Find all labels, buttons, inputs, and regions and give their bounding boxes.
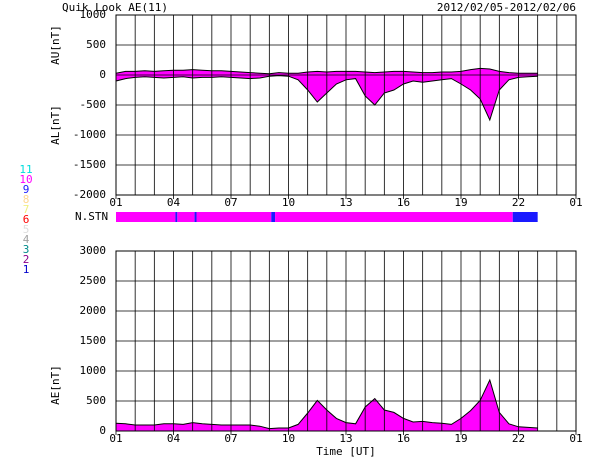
station-legend-entry: 5 [23, 223, 30, 236]
x-tick-label: 07 [224, 432, 237, 445]
station-legend-entry: 2 [23, 253, 30, 266]
y-tick-label: -1500 [73, 158, 106, 171]
y-tick-label: 500 [86, 394, 106, 407]
y-tick-label: -500 [80, 98, 107, 111]
y-tick-label: 1000 [80, 8, 107, 21]
station-segment [116, 212, 176, 222]
x-tick-label: 13 [339, 432, 352, 445]
y-tick-label: 2500 [80, 274, 107, 287]
station-segment [175, 212, 178, 222]
station-legend-entry: 11 [19, 163, 32, 176]
x-tick-label: 07 [224, 196, 237, 209]
station-segment [275, 212, 513, 222]
date-range: 2012/02/05-2012/02/06 [437, 1, 576, 14]
plot-frame [115, 14, 577, 196]
plot-frame [115, 250, 577, 432]
station-legend-entry: 7 [23, 203, 30, 216]
station-legend-entry: 3 [23, 243, 30, 256]
y-axis-label: AE[nT] [49, 365, 62, 405]
x-tick-label: 01 [109, 432, 122, 445]
y-tick-label: 0 [99, 424, 106, 437]
station-legend-entry: 10 [19, 173, 32, 186]
x-tick-label: 13 [339, 196, 352, 209]
area-fill [116, 68, 538, 75]
y-axis-label: AU[nT] [49, 25, 62, 65]
x-tick-label: 04 [167, 196, 181, 209]
x-tick-label: 19 [454, 432, 467, 445]
x-tick-label: 10 [282, 432, 295, 445]
x-axis-label: Time [UT] [316, 445, 376, 458]
station-label: N.STN [75, 210, 108, 223]
station-legend-entry: 8 [23, 193, 30, 206]
station-segment [177, 212, 195, 222]
station-legend-entry: 1 [23, 263, 30, 276]
y-tick-label: 1500 [80, 334, 107, 347]
x-tick-label: 19 [454, 196, 467, 209]
x-tick-label: 10 [282, 196, 295, 209]
station-segment [512, 212, 538, 222]
x-tick-label: 22 [512, 432, 525, 445]
station-segment [196, 212, 272, 222]
y-tick-label: 1000 [80, 364, 107, 377]
y-tick-label: -2000 [73, 188, 106, 201]
x-tick-label: 01 [569, 432, 582, 445]
y-tick-label: 2000 [80, 304, 107, 317]
station-segment [194, 212, 197, 222]
station-legend-entry: 4 [23, 233, 30, 246]
y-tick-label: 3000 [80, 244, 107, 257]
x-tick-label: 01 [109, 196, 122, 209]
y-axis-label: AL[nT] [49, 105, 62, 145]
y-tick-label: -1000 [73, 128, 106, 141]
x-tick-label: 22 [512, 196, 525, 209]
y-tick-label: 500 [86, 38, 106, 51]
y-tick-label: 0 [99, 68, 106, 81]
x-tick-label: 16 [397, 196, 410, 209]
x-tick-label: 04 [167, 432, 181, 445]
station-legend-entry: 6 [23, 213, 30, 226]
x-tick-label: 01 [569, 196, 582, 209]
chart-title: Quik Look AE(11) [62, 1, 168, 14]
x-tick-label: 16 [397, 432, 410, 445]
station-segment [271, 212, 276, 222]
station-legend-entry: 9 [23, 183, 30, 196]
